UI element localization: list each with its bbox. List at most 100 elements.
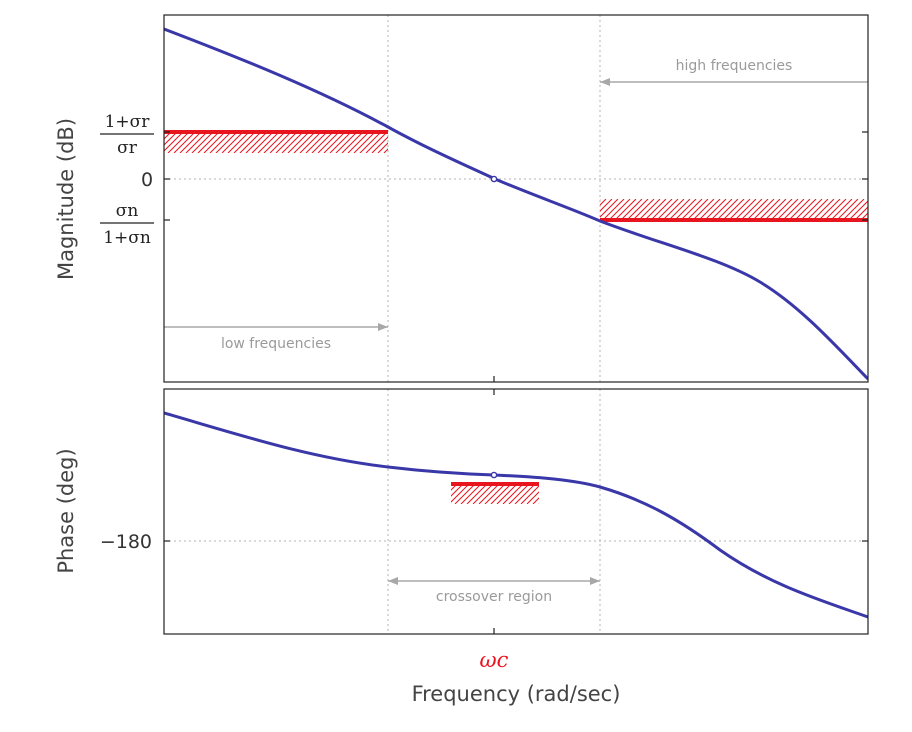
hatch-stroke bbox=[451, 484, 464, 497]
hatch-stroke bbox=[269, 133, 291, 153]
hatch-stroke bbox=[167, 133, 189, 153]
hatch-stroke bbox=[365, 133, 387, 153]
hatch-stroke bbox=[466, 484, 488, 504]
hatch-stroke bbox=[514, 484, 536, 504]
hatch-stroke bbox=[245, 133, 267, 153]
hatch-stroke bbox=[795, 199, 817, 219]
hatch-stroke bbox=[861, 212, 868, 219]
hatch-stroke bbox=[729, 199, 751, 219]
crossover-frequency-label: ωc bbox=[480, 648, 509, 672]
hatch-stroke bbox=[675, 199, 697, 219]
hatch-stroke bbox=[759, 199, 781, 219]
hatch-stroke bbox=[813, 199, 835, 219]
hatch-stroke bbox=[849, 200, 868, 219]
hatch-stroke bbox=[502, 484, 524, 504]
hatch-stroke bbox=[520, 485, 539, 504]
hatch-stroke bbox=[609, 199, 631, 219]
phase-tick-label: −180 bbox=[100, 531, 152, 553]
hatch-stroke bbox=[687, 199, 709, 219]
hatch-stroke bbox=[257, 133, 279, 153]
magnitude-crossover-marker bbox=[490, 175, 498, 183]
low-freq-bound-hatch bbox=[164, 133, 388, 153]
magnitude-frame bbox=[163, 14, 869, 383]
hatch-stroke bbox=[383, 148, 388, 153]
hatch-stroke bbox=[451, 484, 458, 491]
phase-axis-title: Phase (deg) bbox=[54, 448, 78, 573]
hatch-stroke bbox=[484, 484, 506, 504]
hatch-stroke bbox=[837, 199, 859, 219]
hatch-stroke bbox=[717, 199, 739, 219]
hatch-stroke bbox=[377, 142, 388, 153]
hatch-stroke bbox=[699, 199, 721, 219]
hatch-stroke bbox=[293, 133, 315, 153]
hatch-stroke bbox=[371, 136, 388, 153]
hatch-stroke bbox=[557, 484, 577, 504]
hatch-stroke bbox=[490, 484, 512, 504]
mag-tick-label-zero: 0 bbox=[141, 169, 153, 191]
hatch-stroke bbox=[353, 133, 375, 153]
hatch-stroke bbox=[472, 484, 494, 504]
hatch-stroke bbox=[867, 218, 868, 219]
high-freq-bound-hatch bbox=[600, 199, 900, 219]
hatch-stroke bbox=[789, 199, 811, 219]
high-freq-arrowhead bbox=[600, 78, 610, 86]
hatch-stroke bbox=[239, 133, 261, 153]
hatch-stroke bbox=[508, 484, 530, 504]
hatch-stroke bbox=[451, 484, 452, 485]
hatch-stroke bbox=[627, 199, 649, 219]
hatch-stroke bbox=[233, 133, 255, 153]
hatch-stroke bbox=[209, 133, 231, 153]
hatch-stroke bbox=[317, 133, 339, 153]
hatch-stroke bbox=[526, 491, 539, 504]
hatch-stroke bbox=[281, 133, 303, 153]
hatch-stroke bbox=[663, 199, 685, 219]
hatch-stroke bbox=[451, 484, 470, 503]
phase-curve bbox=[164, 411, 868, 619]
hatch-stroke bbox=[164, 133, 165, 134]
hatch-stroke bbox=[600, 199, 619, 218]
hatch-stroke bbox=[777, 199, 799, 219]
hatch-stroke bbox=[305, 133, 327, 153]
hatch-stroke bbox=[203, 133, 225, 153]
hatch-stroke bbox=[532, 497, 539, 504]
lower-tick-numerator: σn bbox=[116, 201, 139, 221]
hatch-stroke bbox=[179, 133, 201, 153]
hatch-stroke bbox=[615, 199, 637, 219]
low-freq-arrowhead bbox=[378, 323, 388, 331]
hatch-stroke bbox=[263, 133, 285, 153]
hatch-stroke bbox=[335, 133, 357, 153]
hatch-stroke bbox=[747, 199, 769, 219]
hatch-stroke bbox=[538, 503, 539, 504]
hatch-stroke bbox=[478, 484, 500, 504]
hatch-stroke bbox=[185, 133, 207, 153]
hatch-stroke bbox=[496, 484, 518, 504]
hatch-stroke bbox=[801, 199, 823, 219]
hatch-stroke bbox=[215, 133, 237, 153]
hatch-stroke bbox=[341, 133, 363, 153]
phase-bound-hatch bbox=[451, 484, 577, 504]
hatch-stroke bbox=[645, 199, 667, 219]
hatch-stroke bbox=[221, 133, 243, 153]
hatch-stroke bbox=[275, 133, 297, 153]
hatch-stroke bbox=[251, 133, 273, 153]
hatch-stroke bbox=[323, 133, 345, 153]
crossover-arrowhead-left bbox=[388, 577, 398, 585]
hatch-stroke bbox=[329, 133, 351, 153]
hatch-stroke bbox=[855, 206, 868, 219]
hatch-stroke bbox=[227, 133, 249, 153]
hatch-stroke bbox=[603, 199, 625, 219]
hatch-stroke bbox=[197, 133, 219, 153]
phase-crossover-marker bbox=[490, 471, 498, 479]
hatch-stroke bbox=[693, 199, 715, 219]
hatch-stroke bbox=[621, 199, 643, 219]
hatch-stroke bbox=[681, 199, 703, 219]
hatch-stroke bbox=[454, 484, 476, 504]
hatch-stroke bbox=[874, 199, 894, 219]
hatch-stroke bbox=[164, 133, 171, 140]
hatch-stroke bbox=[639, 199, 661, 219]
hatch-stroke bbox=[819, 199, 841, 219]
hatch-stroke bbox=[880, 199, 900, 219]
hatch-stroke bbox=[164, 133, 177, 146]
hatch-stroke bbox=[551, 484, 571, 504]
